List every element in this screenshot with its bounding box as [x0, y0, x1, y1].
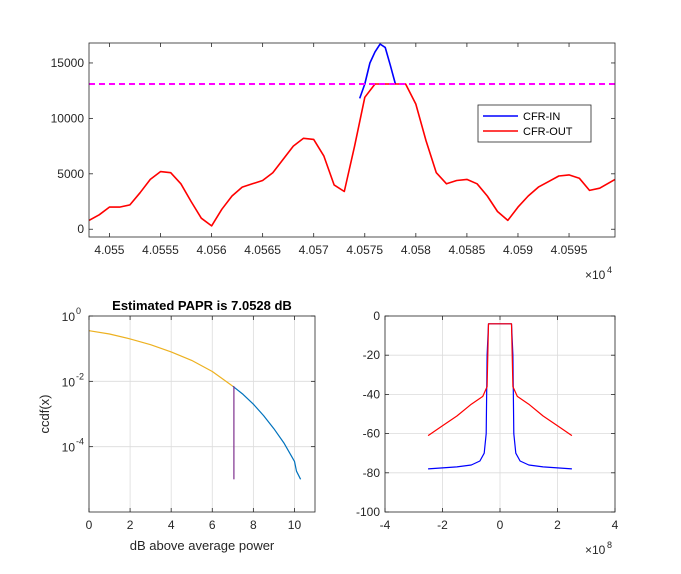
y-tick-label: 15000	[51, 56, 85, 70]
spectrum-peak-plot: 4.055 4.0555 4.056 4.0565 4.057 4.0575 4.058 4.…	[51, 42, 616, 282]
x-axis-exponent-power: 8	[607, 540, 612, 550]
x-tick-label: 0	[497, 518, 504, 532]
x-tick-label: 4.055	[94, 243, 124, 257]
x-tick-label: 2	[127, 518, 134, 532]
x-tick-label: 4.059	[503, 243, 533, 257]
y-tick-label: 0	[373, 309, 380, 323]
y-tick-label: 10	[62, 441, 76, 455]
legend-label: CFR-IN	[523, 111, 560, 123]
x-tick-label: 4.0585	[449, 243, 486, 257]
y-tick-label: -60	[363, 427, 381, 441]
x-tick-label: 4.0595	[551, 243, 588, 257]
x-tick-label: 2	[554, 518, 561, 532]
y-axis-label: ccdf(x)	[37, 395, 52, 434]
axes-box	[88, 42, 616, 238]
plot-data-layer	[427, 323, 573, 470]
x-axis-exponent: ×10	[585, 268, 606, 282]
legend: CFR-IN CFR-OUT	[477, 104, 592, 143]
plot-data-layer	[89, 330, 302, 480]
legend-box	[477, 104, 592, 143]
y-tick-label: 0	[77, 222, 84, 236]
y-tick-label: -80	[363, 466, 381, 480]
series-line-1	[232, 385, 302, 480]
y-tick-label: -100	[356, 505, 380, 519]
y-tick-label: 5000	[57, 167, 84, 181]
y-tick-exponent: -4	[76, 437, 84, 447]
x-tick-label: 8	[250, 518, 257, 532]
x-tick-label: -2	[437, 518, 448, 532]
x-axis-exponent: ×10	[585, 543, 606, 557]
psd-plot: -4 -2 0 2 40-20-40-60-80-100×10 8	[356, 309, 619, 557]
x-axis-label: dB above average power	[130, 538, 275, 553]
y-tick-label: 10	[62, 310, 76, 324]
y-tick-label: 10000	[51, 111, 85, 125]
series-line-cfr-out	[89, 83, 615, 227]
x-tick-label: 4	[612, 518, 619, 532]
x-tick-label: 4.0555	[142, 243, 179, 257]
y-tick-exponent: -2	[76, 371, 84, 381]
chart-title: Estimated PAPR is 7.0528 dB	[112, 298, 292, 313]
series-line-cfr-in	[358, 43, 397, 99]
axes-box	[88, 315, 316, 513]
x-tick-label: 4.056	[197, 243, 227, 257]
x-tick-label: 4.058	[401, 243, 431, 257]
y-tick-label: -40	[363, 387, 381, 401]
x-tick-label: 4.0565	[244, 243, 281, 257]
plot-area	[89, 316, 315, 512]
y-tick-exponent: 0	[76, 306, 81, 316]
x-tick-label: 0	[86, 518, 93, 532]
x-tick-label: 4	[168, 518, 175, 532]
x-tick-label: 10	[288, 518, 302, 532]
legend-label: CFR-OUT	[523, 126, 573, 138]
plot-data-layer	[89, 43, 615, 227]
x-tick-label: 4.0575	[346, 243, 383, 257]
x-tick-label: 4.057	[299, 243, 329, 257]
series-line-0	[89, 330, 234, 387]
x-tick-label: -4	[380, 518, 391, 532]
y-tick-label: 10	[62, 375, 76, 389]
x-axis-exponent-power: 4	[607, 265, 612, 275]
y-tick-label: -20	[363, 348, 381, 362]
x-tick-label: 6	[209, 518, 216, 532]
series-line-1	[427, 323, 573, 437]
